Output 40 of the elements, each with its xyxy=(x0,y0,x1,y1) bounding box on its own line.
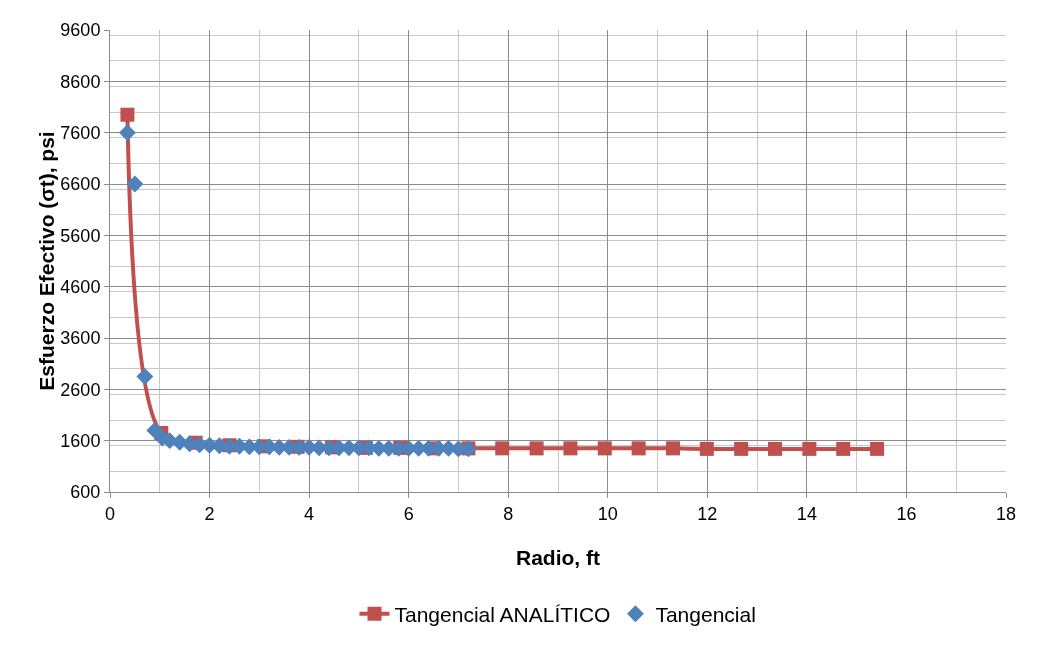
point xyxy=(136,368,154,385)
x-tick-label: 10 xyxy=(597,503,618,524)
point xyxy=(768,441,783,456)
x-tick-label: 14 xyxy=(796,503,817,524)
y-tick-label: 8600 xyxy=(60,71,101,92)
y-tick-label: 5600 xyxy=(60,225,101,246)
point xyxy=(118,124,136,142)
x-tick-label: 4 xyxy=(304,503,315,524)
y-tick-label: 4600 xyxy=(60,276,101,297)
point xyxy=(699,441,714,456)
y-tick-label: 600 xyxy=(70,482,101,503)
point xyxy=(802,441,817,456)
legend-label: Tangencial ANALÍTICO xyxy=(394,602,611,626)
y-tick-label: 9600 xyxy=(60,20,101,41)
y-tick-label: 3600 xyxy=(60,328,101,349)
point xyxy=(734,441,749,456)
point xyxy=(665,441,680,456)
point xyxy=(126,175,144,193)
point xyxy=(631,441,646,456)
point xyxy=(870,441,885,456)
point xyxy=(120,107,135,122)
y-axis-title: Esfuerzo Efectivo (σt), psi xyxy=(35,131,59,391)
x-tick-label: 0 xyxy=(104,503,116,524)
x-tick-label: 2 xyxy=(204,503,215,524)
y-tick-label: 2600 xyxy=(60,379,101,400)
x-tick-label: 12 xyxy=(697,503,718,524)
y-tick-label: 1600 xyxy=(60,430,101,451)
point xyxy=(529,441,544,456)
x-tick-label: 6 xyxy=(403,503,414,524)
y-tick-label: 7600 xyxy=(60,122,101,143)
x-tick-label: 16 xyxy=(896,503,917,524)
x-tick-label: 8 xyxy=(503,503,514,524)
legend-label: Tangencial xyxy=(655,602,756,626)
y-tick-label: 6600 xyxy=(60,174,101,195)
x-tick-label: 18 xyxy=(995,503,1017,524)
point xyxy=(836,441,851,456)
point xyxy=(495,441,510,456)
x-axis-title: Radio, ft xyxy=(516,546,600,569)
point xyxy=(563,441,578,456)
point xyxy=(597,441,612,456)
